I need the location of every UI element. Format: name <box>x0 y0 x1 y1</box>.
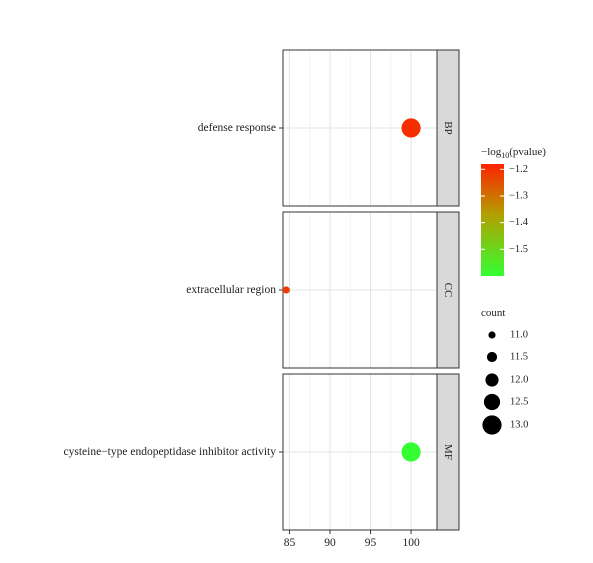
colorbar-label: −1.2 <box>509 164 528 175</box>
facet-panel-cc: CC extracellular region <box>186 211 460 369</box>
facet-strip <box>436 211 460 369</box>
size-legend-title: count <box>481 307 505 319</box>
size-legend-dot <box>482 415 502 435</box>
size-legend-dot <box>483 393 501 411</box>
facet-strip <box>436 373 460 531</box>
x-tick-label: 85 <box>284 537 296 549</box>
facet-panels: BP defense response CC extracellular region… <box>64 49 460 531</box>
size-legend-dot <box>488 331 496 339</box>
facet-strip-label: MF <box>442 444 454 460</box>
colorbar-label: −1.3 <box>509 191 528 202</box>
size-legend-label: 12.5 <box>510 397 528 408</box>
category-label: cysteine−type endopeptidase inhibitor ac… <box>64 446 277 458</box>
x-tick-label: 95 <box>365 537 377 549</box>
category-label: defense response <box>198 122 276 134</box>
facet-strip-label: BP <box>442 121 454 134</box>
size-legend-label: 12.0 <box>510 375 528 386</box>
facet-strip-label: CC <box>442 283 454 298</box>
colorbar-label: −1.4 <box>509 217 529 228</box>
x-tick-label: 100 <box>402 537 420 549</box>
size-legend-dot <box>486 351 498 363</box>
data-point <box>401 442 421 462</box>
facet-strip <box>436 49 460 207</box>
size-legend-dot <box>485 373 499 387</box>
size-legend-label: 11.5 <box>510 352 528 363</box>
colorbar <box>481 164 504 276</box>
data-point <box>282 286 290 294</box>
facet-panel-bp: BP defense response <box>198 49 460 207</box>
facet-panel-mf: MF cysteine−type endopeptidase inhibitor … <box>64 373 460 531</box>
category-label: extracellular region <box>186 284 276 296</box>
size-legend-label: 11.0 <box>510 330 528 341</box>
colorbar-label: −1.5 <box>509 244 528 255</box>
x-axis: 85 90 95 100 <box>284 530 420 549</box>
legend: −log10(pvalue) −1.2 −1.3 −1.4 −1.5 count 11.0 1… <box>481 146 546 435</box>
color-legend-title: −log10(pvalue) <box>481 146 546 160</box>
x-tick-label: 90 <box>324 537 336 549</box>
size-legend-label: 13.0 <box>510 420 528 431</box>
data-point <box>401 118 421 138</box>
